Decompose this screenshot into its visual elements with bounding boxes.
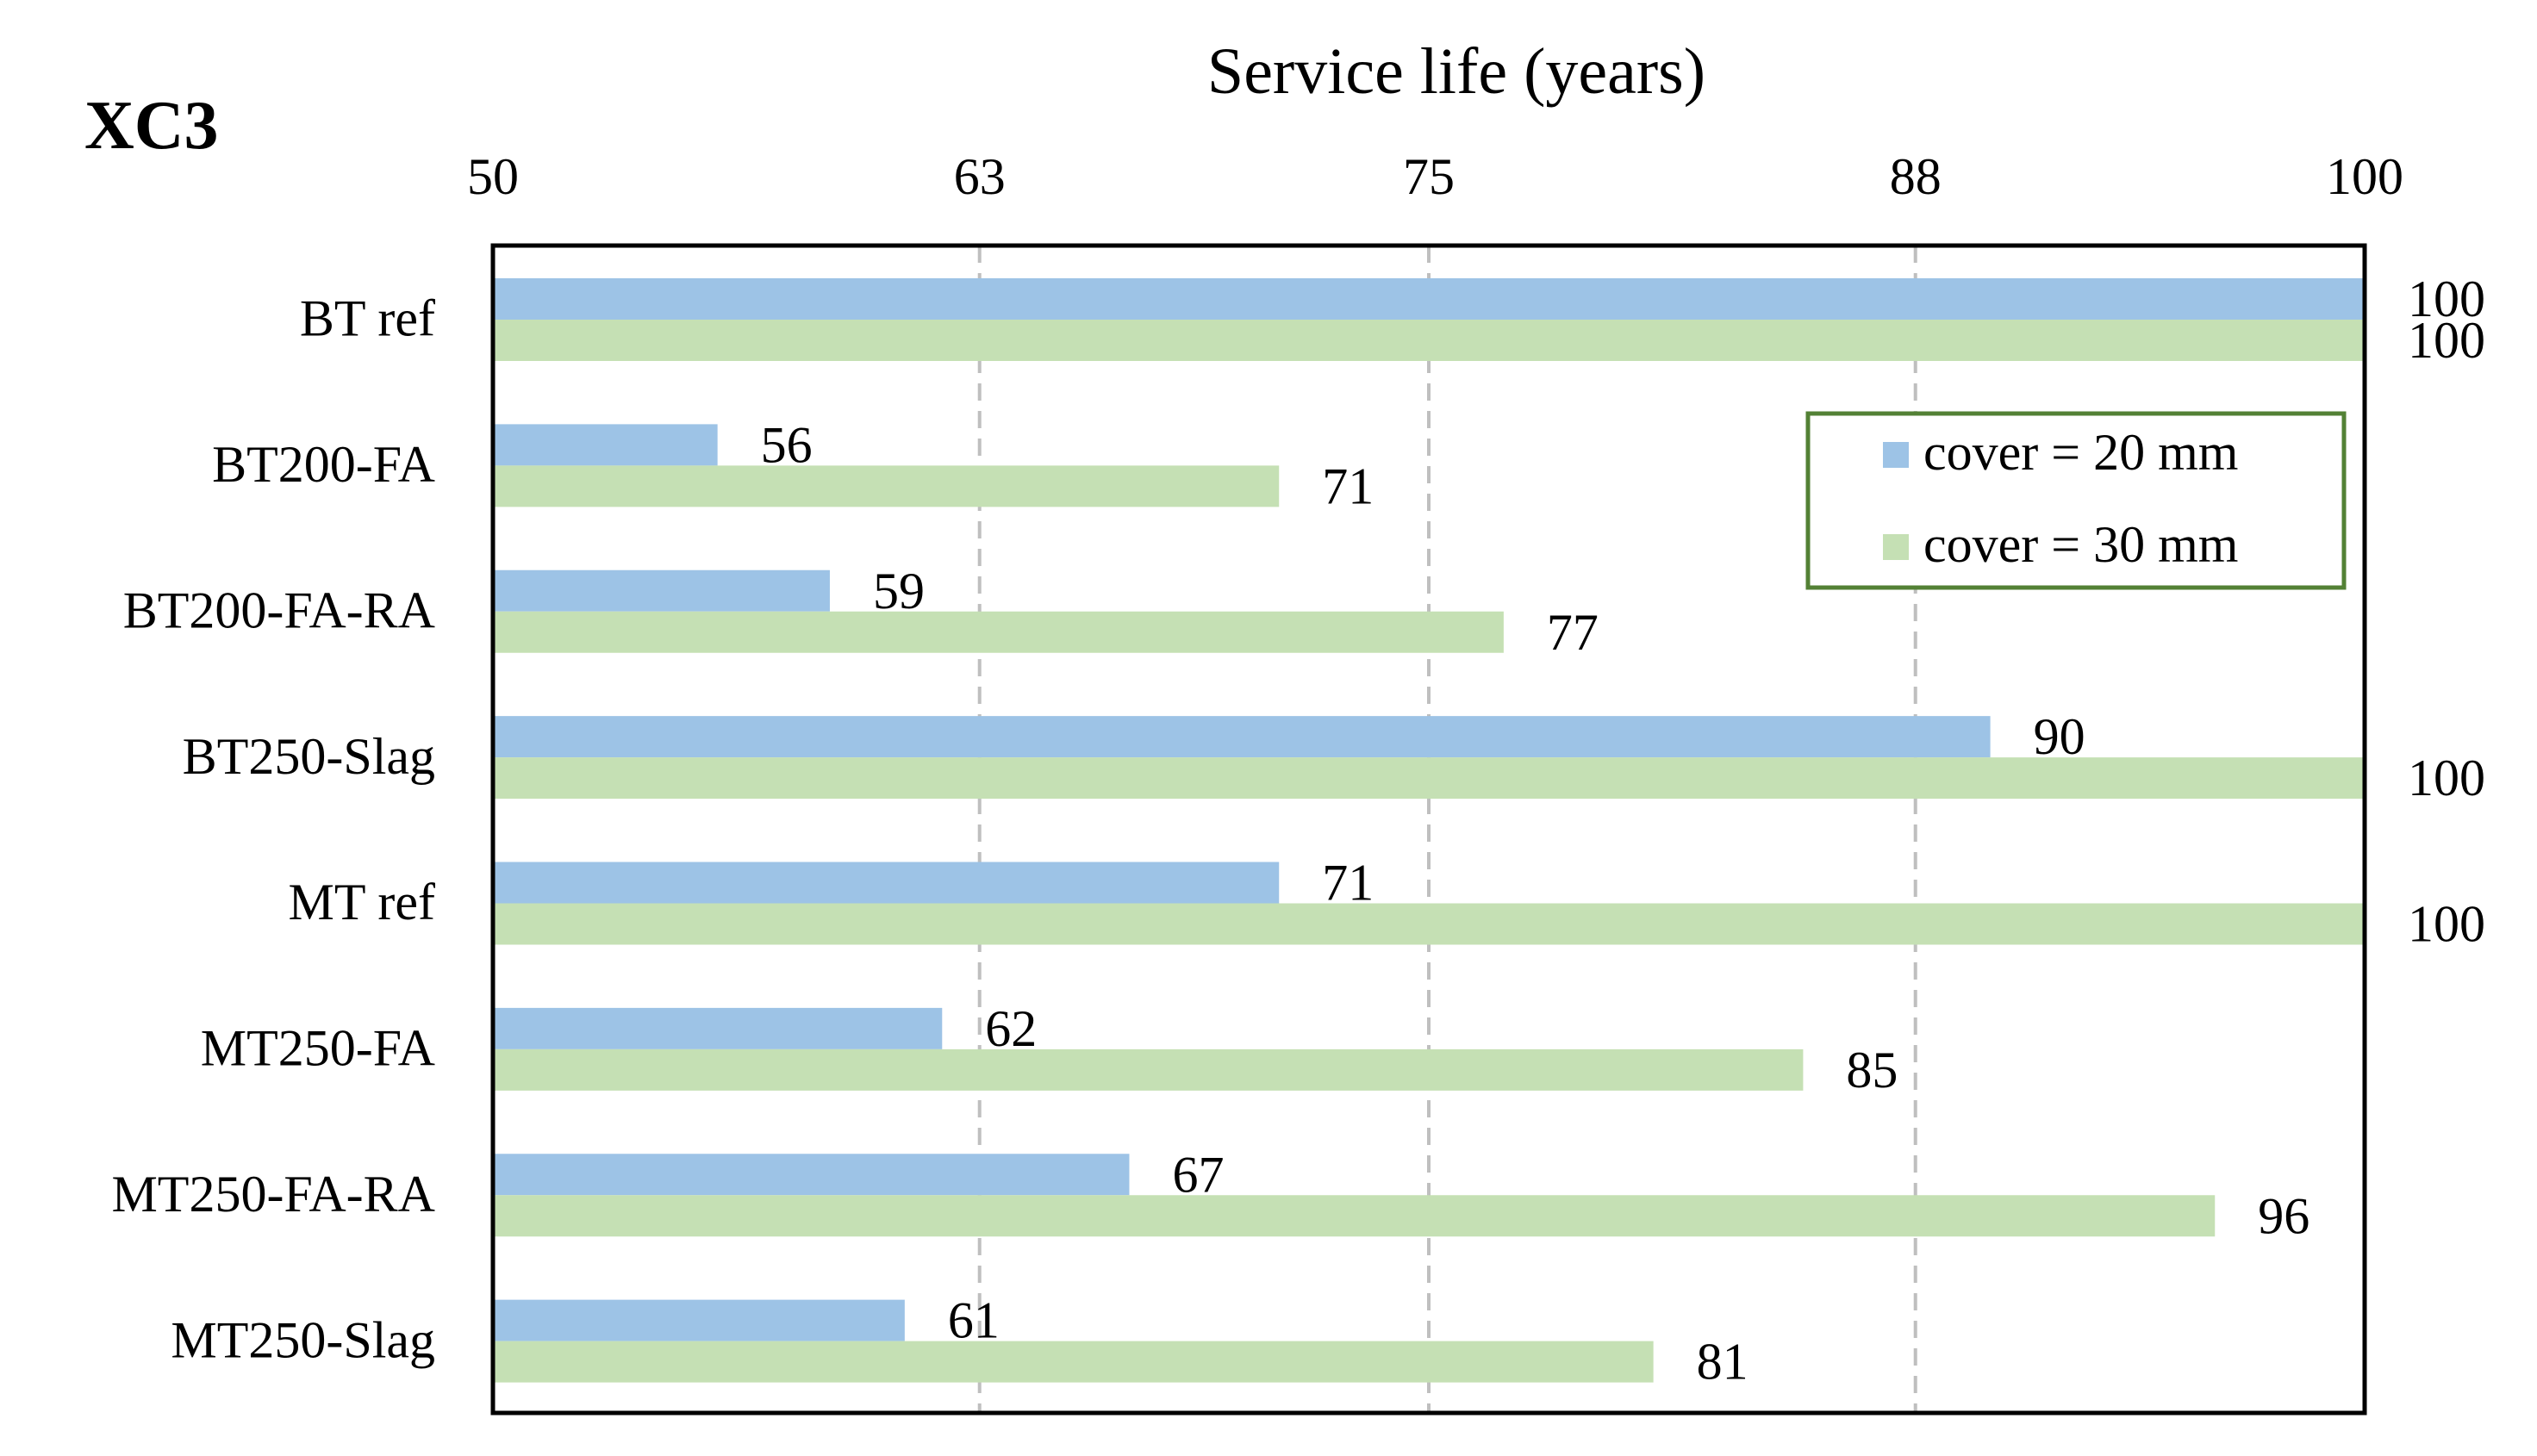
- bar-cover30: [493, 1341, 1654, 1383]
- data-label-cover20: 62: [985, 1000, 1037, 1057]
- bar-cover30: [493, 1048, 1804, 1091]
- legend-swatch-20mm: [1883, 442, 1909, 468]
- axis-title: Service life (years): [1207, 35, 1705, 108]
- x-tick-label-75: 75: [1403, 148, 1455, 205]
- panel-label: XC3: [84, 88, 219, 164]
- data-label-cover30: 71: [1322, 457, 1374, 514]
- data-label-cover30: 96: [2258, 1187, 2309, 1244]
- bar-cover20: [493, 862, 1280, 904]
- data-label-cover20: 90: [2034, 708, 2085, 765]
- category-label: MT250-FA: [201, 1020, 435, 1077]
- data-label-cover20: 100: [2408, 271, 2485, 327]
- bar-cover20: [493, 424, 718, 466]
- legend-swatch-30mm: [1883, 534, 1909, 560]
- category-label: BT ref: [300, 290, 435, 347]
- bar-cover20: [493, 1007, 943, 1049]
- data-label-cover30: 100: [2408, 312, 2485, 369]
- grid: [977, 246, 1917, 1413]
- x-tick-label-63: 63: [954, 148, 1006, 205]
- legend-label-30mm: cover = 30 mm: [1923, 516, 2238, 573]
- data-label-cover20: 71: [1322, 855, 1374, 912]
- category-label: BT200-FA-RA: [123, 582, 435, 638]
- bars: [493, 278, 2365, 1383]
- legend: cover = 20 mm cover = 30 mm: [1805, 411, 2347, 590]
- data-label-cover30: 85: [1846, 1042, 1898, 1098]
- bar-cover30: [493, 465, 1280, 507]
- data-label-cover30: 81: [1697, 1334, 1748, 1391]
- category-label: BT250-Slag: [183, 728, 435, 785]
- data-label-cover30: 77: [1547, 604, 1599, 661]
- x-tick-label-88: 88: [1890, 148, 1942, 205]
- category-label: MT ref: [288, 874, 435, 930]
- data-label-cover20: 56: [761, 416, 813, 473]
- bar-cover20: [493, 278, 2365, 320]
- bar-cover20: [493, 1299, 905, 1341]
- category-labels: BT ref BT200-FA BT200-FA-RA BT250-Slag MT re…: [111, 290, 435, 1369]
- category-label: MT250-FA-RA: [111, 1166, 435, 1223]
- data-label-cover30: 100: [2408, 750, 2485, 806]
- data-label-cover20: 61: [948, 1292, 1000, 1349]
- bar-cover30: [493, 903, 2365, 945]
- plot-area-frame: [490, 243, 2367, 1416]
- bar-cover20: [493, 716, 1991, 758]
- bar-cover30: [493, 611, 1504, 653]
- bar-cover30: [493, 1195, 2216, 1237]
- data-label-cover30: 100: [2408, 896, 2485, 953]
- data-label-cover20: 59: [873, 563, 925, 619]
- category-label: BT200-FA: [212, 436, 435, 493]
- x-tick-label-100: 100: [2326, 148, 2403, 205]
- bar-cover20: [493, 1154, 1130, 1196]
- legend-label-20mm: cover = 20 mm: [1923, 424, 2238, 481]
- category-label: MT250-Slag: [171, 1311, 435, 1368]
- bar-cover30: [493, 320, 2365, 361]
- x-tick-label-50: 50: [467, 148, 519, 205]
- data-label-cover20: 67: [1172, 1146, 1224, 1203]
- bar-cover20: [493, 569, 830, 612]
- x-axis-ticks: 50 63 75 88 100: [467, 148, 2403, 205]
- bar-cover30: [493, 757, 2365, 800]
